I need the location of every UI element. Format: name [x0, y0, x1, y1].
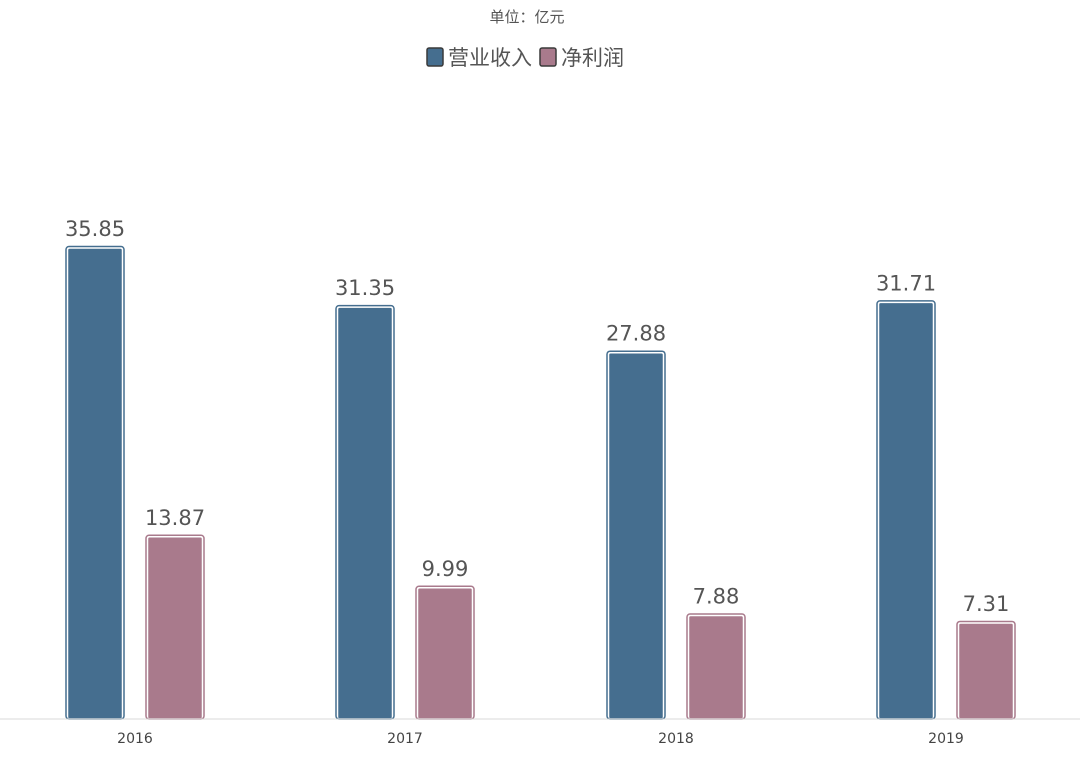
value-label-net-profit-2016: 13.87	[145, 506, 205, 530]
x-tick-labels: 2016 2017 2018 2019	[117, 731, 964, 747]
bar-revenue-2019	[877, 301, 935, 720]
bar-net-profit-2017	[416, 587, 474, 720]
x-tick-label-2019: 2019	[928, 731, 964, 747]
bar-revenue-2018	[607, 351, 665, 720]
legend-label-revenue: 营业收入	[448, 46, 532, 70]
value-label-revenue-2017: 31.35	[335, 276, 395, 300]
value-label-net-profit-2019: 7.31	[963, 592, 1010, 616]
legend-label-net-profit: 净利润	[561, 46, 624, 70]
value-label-revenue-2016: 35.85	[65, 217, 125, 241]
legend: 营业收入 净利润	[426, 46, 624, 70]
value-label-net-profit-2018: 7.88	[693, 584, 740, 608]
value-label-revenue-2019: 31.71	[876, 271, 936, 295]
bar-revenue-2017	[336, 306, 394, 720]
value-labels-group: 35.85 13.87 31.35 9.99 27.88 7.88 31.71 7.31	[65, 217, 1009, 616]
x-tick-label-2018: 2018	[658, 731, 694, 747]
legend-swatch-net-profit	[539, 47, 557, 67]
bar-net-profit-2019	[957, 622, 1015, 720]
bars-group	[65, 245, 1016, 720]
bar-revenue-2016	[66, 247, 124, 720]
x-tick-label-2016: 2016	[117, 731, 153, 747]
x-tick-label-2017: 2017	[387, 731, 423, 747]
value-label-revenue-2018: 27.88	[606, 322, 666, 346]
legend-swatch-revenue	[426, 47, 444, 67]
bar-net-profit-2018	[687, 614, 745, 720]
bar-net-profit-2016	[146, 536, 204, 720]
unit-label: 单位：亿元	[489, 8, 564, 26]
value-label-net-profit-2017: 9.99	[422, 557, 469, 581]
